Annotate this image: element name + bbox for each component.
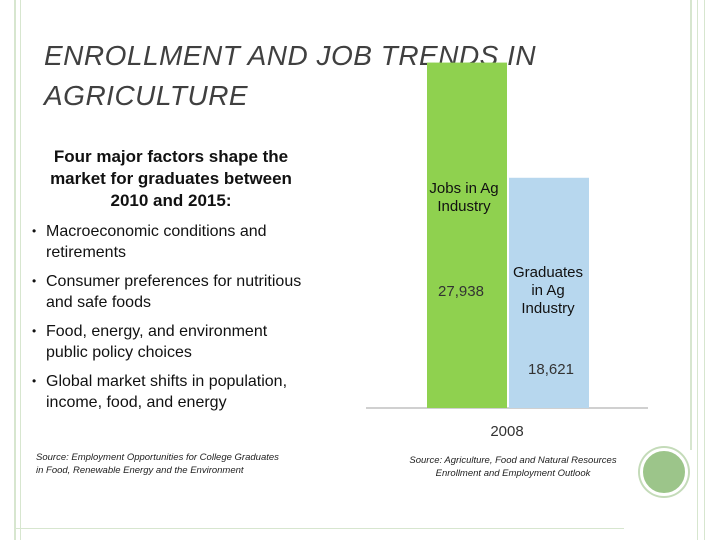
data-label-graduates: 18,621 [528, 361, 574, 378]
x-tick-label: 2008 [490, 423, 523, 440]
bullet-text: Global market shifts in population, inco… [46, 373, 288, 411]
bullet-item: • Global market shifts in population, inc… [30, 371, 305, 413]
bullet-item: • Food, energy, and environment public po… [30, 321, 305, 363]
bullet-text: Food, energy, and environment public pol… [46, 323, 268, 361]
slide-title: ENROLLMENT AND JOB TRENDS IN AGRICULTURE [44, 40, 537, 111]
bullet-text: Consumer preferences for nutritious and … [46, 273, 302, 311]
bullet-dot-icon: • [32, 274, 37, 288]
frame-right-line-outer [704, 0, 705, 540]
bullet-item: • Consumer preferences for nutritious and… [30, 271, 305, 313]
bullet-text: Macroeconomic conditions and retirements [46, 223, 267, 261]
bullet-item: • Macroeconomic conditions and retirement… [30, 221, 305, 263]
decorative-circle-icon [640, 448, 688, 496]
intro-text: Four major factors shape the market for … [50, 147, 292, 210]
bullet-dot-icon: • [32, 374, 37, 388]
frame-left-line [14, 0, 16, 540]
bullet-dot-icon: • [32, 224, 37, 238]
frame-right-line-inner [697, 0, 698, 540]
source-right: Source: Agriculture, Food and Natural Re… [409, 455, 617, 479]
bar-graduates-in-ag-industry [509, 177, 589, 408]
bullet-list: • Macroeconomic conditions and retirement… [30, 221, 305, 421]
bullet-dot-icon: • [32, 324, 37, 338]
bar-jobs-in-ag-industry [427, 62, 507, 409]
series-label-jobs: Jobs in Ag Industry [429, 180, 499, 215]
frame-bottom-line [14, 528, 624, 529]
frame-left-line-inner [20, 0, 21, 540]
frame-right-line [690, 0, 692, 450]
source-left: Source: Employment Opportunities for Col… [36, 452, 279, 476]
data-label-jobs: 27,938 [438, 283, 484, 300]
series-label-graduates: Graduates in Ag Industry [512, 264, 584, 317]
